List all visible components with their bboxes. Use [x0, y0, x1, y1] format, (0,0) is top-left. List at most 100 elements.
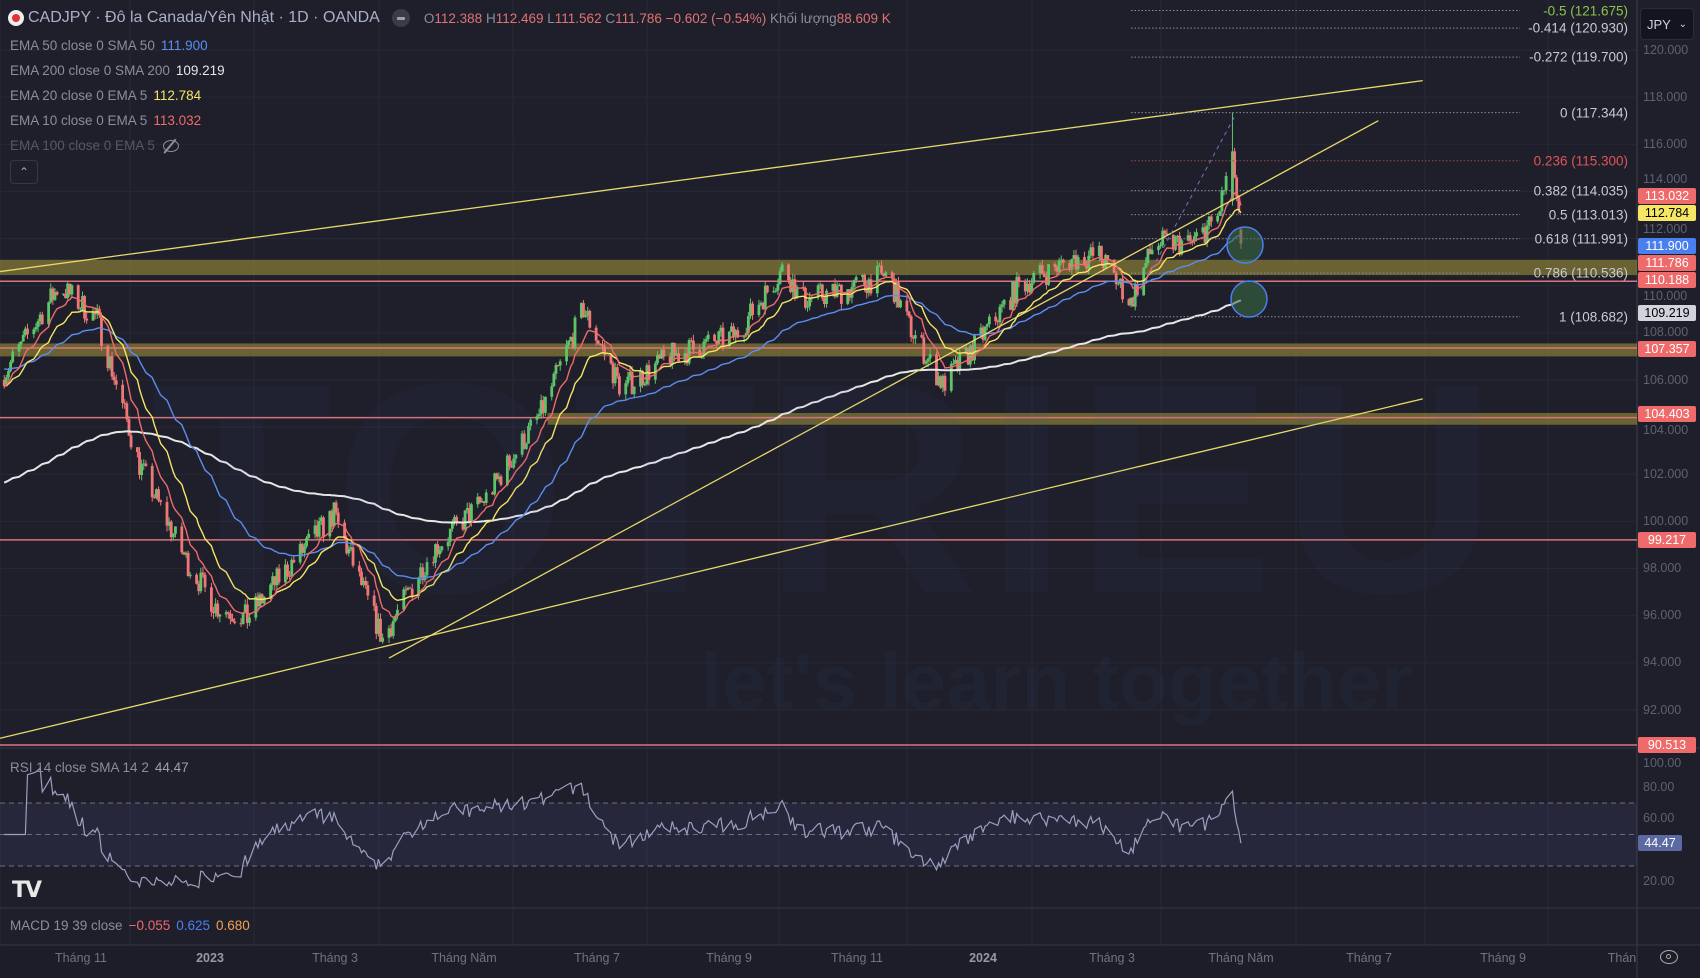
- candle-body: [1009, 300, 1012, 310]
- candle-body: [721, 327, 725, 347]
- candle-body: [303, 546, 306, 553]
- rsi-axis-60: 60.00: [1643, 811, 1675, 825]
- candle-body: [1207, 216, 1211, 226]
- candle-body: [1112, 259, 1116, 273]
- time-axis-label: Thán: [1607, 951, 1637, 965]
- candle-body: [761, 302, 765, 310]
- candle-body: [1053, 264, 1057, 268]
- candle-body: [529, 419, 533, 426]
- price-axis-label: 110.000: [1643, 289, 1688, 304]
- candle-body: [833, 283, 837, 297]
- candle-body: [167, 521, 171, 526]
- candle-body: [406, 587, 410, 590]
- candle-body: [1000, 304, 1004, 307]
- candle-body: [1002, 300, 1006, 305]
- candle-body: [357, 565, 361, 572]
- candle-body: [1129, 297, 1133, 306]
- candle-body: [256, 596, 260, 607]
- candle-body: [852, 280, 856, 288]
- candle-body: [922, 337, 926, 364]
- tradingview-logo[interactable]: TV: [12, 878, 42, 903]
- candle-body: [615, 367, 619, 377]
- high-value: 112.469: [495, 10, 544, 26]
- price-tag: 112.784: [1638, 205, 1696, 222]
- candle-body: [277, 568, 281, 583]
- candle-body: [182, 552, 186, 555]
- candle-body: [1157, 246, 1160, 251]
- candle-body: [1097, 245, 1101, 256]
- candle-body: [32, 329, 36, 335]
- candle-body: [588, 310, 592, 328]
- candle-body: [823, 298, 826, 305]
- candle-body: [818, 284, 822, 286]
- candle-body: [579, 303, 583, 318]
- candle-body: [81, 296, 84, 309]
- candle-body: [1068, 262, 1072, 270]
- macd-legend[interactable]: MACD 19 39 close −0.055 0.625 0.680: [10, 918, 250, 933]
- price-axis-label: 108.000: [1643, 324, 1689, 339]
- hidden-eye-icon[interactable]: [162, 140, 179, 153]
- candle-body: [106, 346, 110, 369]
- open-value: 112.388: [434, 10, 483, 26]
- ema-10-line: [3, 192, 1242, 618]
- candle-body: [408, 587, 412, 589]
- collapse-legend-button[interactable]: ⌃: [10, 160, 38, 184]
- candle-body: [1074, 255, 1078, 270]
- settings-eye-icon[interactable]: [1660, 950, 1678, 964]
- change-value: −0.602 (−0.54%): [665, 10, 767, 26]
- candle-body: [522, 433, 526, 449]
- candle-body: [480, 501, 484, 503]
- price-axis-label: 96.000: [1643, 608, 1682, 623]
- candle-body: [1144, 263, 1148, 268]
- trendline: [388, 120, 1379, 659]
- price-tag: 111.786: [1638, 255, 1696, 272]
- candle-body: [613, 367, 617, 384]
- candle-body: [319, 517, 323, 522]
- candle-body: [233, 621, 237, 624]
- candle-body: [199, 572, 203, 592]
- candle-body: [584, 315, 587, 318]
- legend-ema20[interactable]: EMA 20 close 0 EMA 5 112.784: [10, 88, 201, 103]
- candle-body: [907, 311, 911, 317]
- candle-body: [283, 564, 287, 583]
- candle-body: [645, 365, 649, 385]
- candle-body: [702, 341, 706, 357]
- fib-level-label: -0.5 (121.675): [1543, 3, 1628, 19]
- candle-body: [1032, 272, 1036, 283]
- legend-ema200[interactable]: EMA 200 close 0 SMA 200 109.219: [10, 63, 225, 78]
- currency-select[interactable]: JPY ⌄: [1640, 8, 1694, 40]
- candle-body: [806, 306, 809, 308]
- candle-body: [17, 344, 21, 352]
- candle-body: [514, 454, 518, 459]
- candle-body: [795, 286, 799, 299]
- time-axis-label: Tháng Năm: [1208, 951, 1274, 965]
- legend-ema50[interactable]: EMA 50 close 0 SMA 50 111.900: [10, 38, 208, 53]
- ema-50-line: [4, 234, 1241, 579]
- time-axis-label: Tháng 7: [574, 951, 620, 965]
- watermark-slogan: let's learn together: [700, 637, 1413, 726]
- candle-body: [1083, 256, 1086, 266]
- candle-body: [11, 351, 15, 363]
- candle-body: [1173, 236, 1177, 250]
- candle-body: [446, 541, 450, 547]
- candle-body: [169, 521, 173, 538]
- legend-ema100-hidden[interactable]: EMA 100 close 0 EMA 5: [10, 138, 179, 153]
- symbol-title[interactable]: CADJPY · Đô la Canada/Yên Nhật · 1D · OA…: [28, 9, 380, 26]
- candle-body: [393, 616, 397, 622]
- candle-body: [924, 361, 928, 364]
- rsi-legend[interactable]: RSI 14 close SMA 14 2 44.47: [10, 760, 189, 775]
- collapse-dot-icon[interactable]: [391, 9, 410, 27]
- price-tag: 107.357: [1638, 340, 1696, 357]
- candle-body: [1203, 227, 1207, 243]
- candle-body: [1231, 151, 1234, 201]
- candle-body: [994, 316, 998, 322]
- candle-body: [404, 589, 408, 591]
- candle-body: [34, 327, 38, 330]
- legend-ema10[interactable]: EMA 10 close 0 EMA 5 113.032: [10, 113, 201, 128]
- candle-body: [438, 550, 442, 555]
- candle-body: [598, 343, 602, 345]
- rsi-axis-100: 100.00: [1643, 756, 1682, 770]
- candle-body: [706, 334, 710, 340]
